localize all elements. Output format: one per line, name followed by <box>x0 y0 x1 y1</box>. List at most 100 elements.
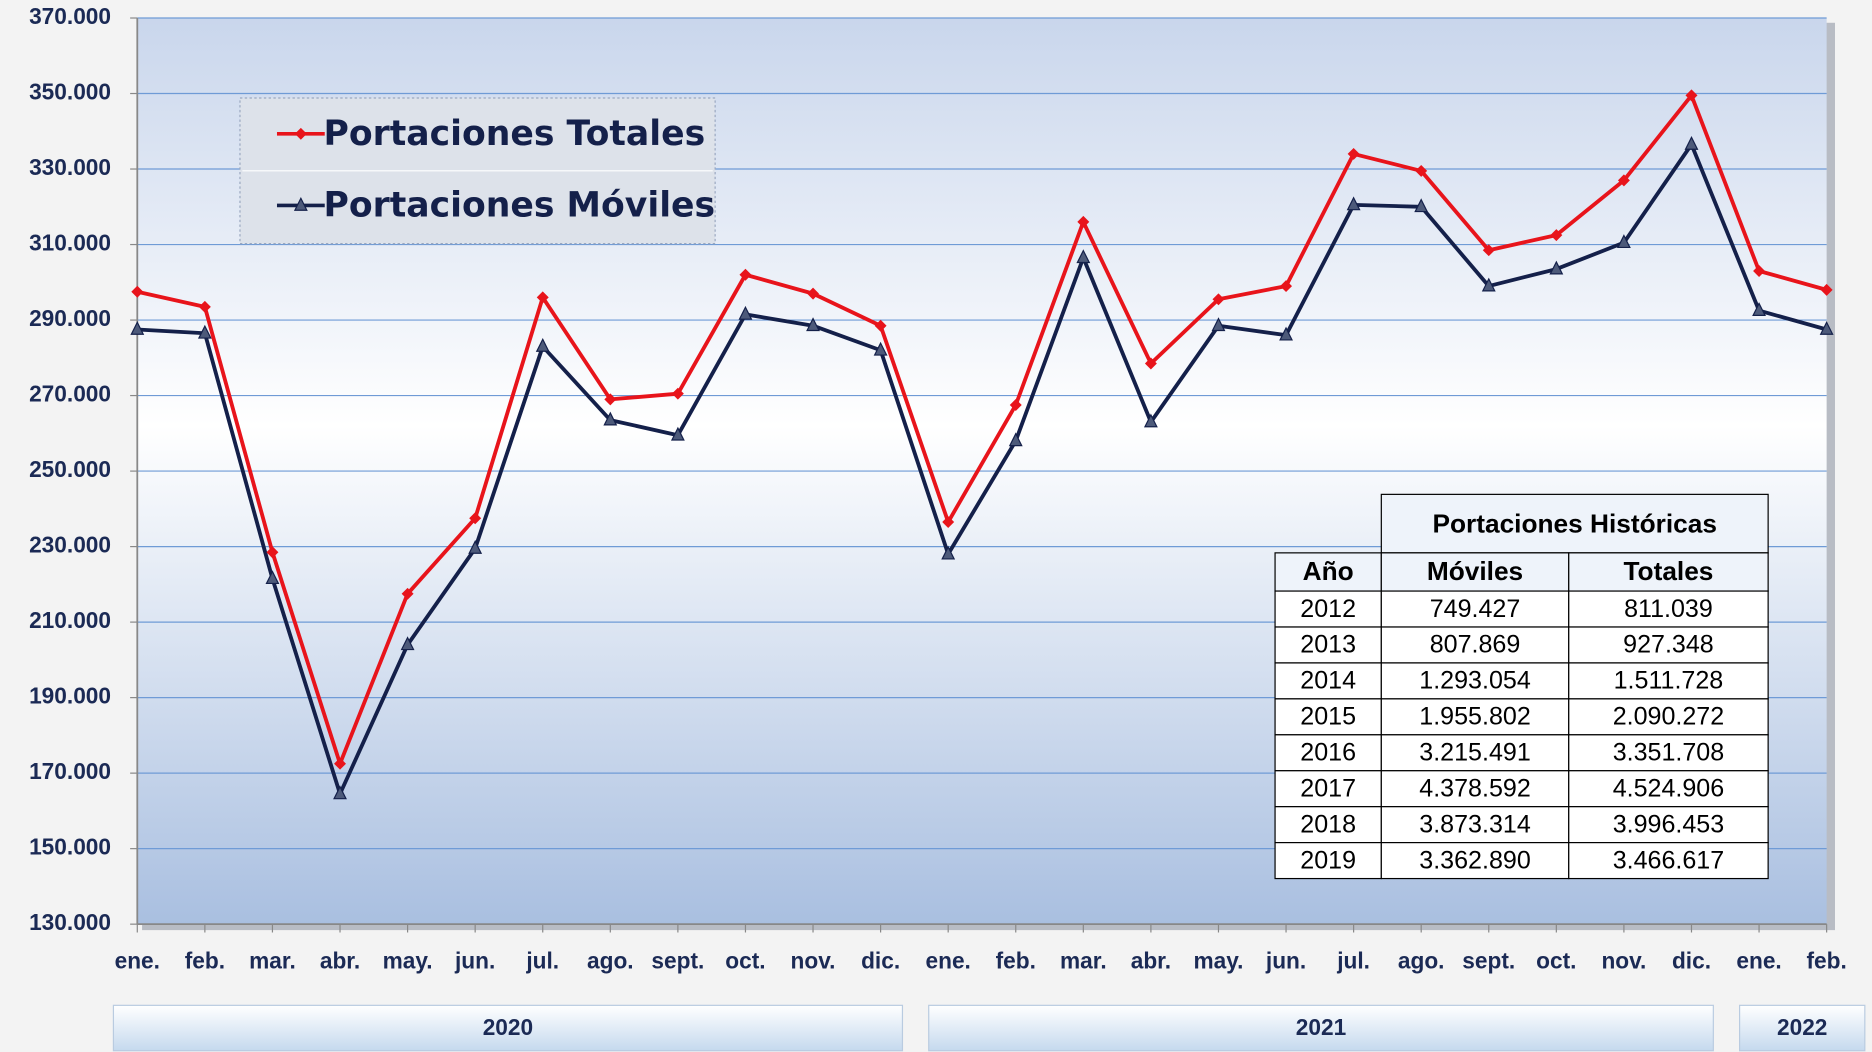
x-tick-label: dic. <box>1672 947 1711 973</box>
x-tick-label: sept. <box>651 947 704 973</box>
point <box>536 291 549 304</box>
point <box>1549 260 1564 275</box>
table-cell-text: 3.873.314 <box>1419 810 1531 838</box>
point <box>1008 432 1023 447</box>
x-tick-label: ene. <box>1736 947 1781 973</box>
point <box>739 268 752 281</box>
y-tick-label: 150.000 <box>29 834 111 860</box>
table-header: Totales <box>1623 556 1713 586</box>
table-cell <box>1380 590 1570 628</box>
table-cell-text: 4.378.592 <box>1419 774 1531 802</box>
point <box>197 324 212 339</box>
y-tick-label: 250.000 <box>29 456 111 482</box>
point <box>1076 249 1091 264</box>
table-cell <box>1568 842 1769 880</box>
x-tick-label: jul. <box>1336 947 1370 973</box>
table-cell-text: 2019 <box>1300 846 1356 874</box>
series-line <box>136 93 1828 766</box>
year-label: 2020 <box>483 1014 533 1040</box>
point <box>670 426 685 441</box>
point <box>1279 326 1293 341</box>
table-cell <box>1568 626 1769 664</box>
table-cell <box>1380 842 1570 880</box>
table-cell <box>1380 662 1570 700</box>
table-cell-text: 927.348 <box>1623 631 1714 659</box>
point <box>469 512 482 525</box>
table-cell-text: 3.362.890 <box>1419 846 1531 874</box>
x-tick-label: ago. <box>1398 947 1445 973</box>
point <box>1617 174 1630 187</box>
table-cell-text: 1.511.728 <box>1614 667 1724 695</box>
y-tick-label: 270.000 <box>29 381 111 407</box>
point <box>535 337 550 352</box>
y-tick-label: 130.000 <box>29 909 111 935</box>
point <box>1752 302 1766 316</box>
point <box>130 320 145 335</box>
point <box>1077 215 1090 228</box>
table-cell-text: 807.869 <box>1430 631 1521 659</box>
x-tick-label: oct. <box>1536 947 1576 973</box>
point <box>806 317 820 332</box>
y-tick-label: 310.000 <box>29 230 111 256</box>
year-band <box>1739 1004 1866 1052</box>
x-tick-label: ago. <box>587 947 634 973</box>
table-title-cell <box>1380 493 1769 554</box>
point <box>293 196 308 211</box>
point <box>1346 196 1361 211</box>
table-cell-text: 811.039 <box>1624 595 1713 623</box>
x-tick-label: sept. <box>1462 947 1515 973</box>
point <box>1685 89 1698 102</box>
point <box>1481 277 1496 292</box>
x-tick-label: feb. <box>1806 947 1846 973</box>
x-tick-label: ene. <box>115 947 160 973</box>
point <box>198 300 211 313</box>
x-tick-label: may. <box>383 947 433 973</box>
point <box>603 411 618 426</box>
table-header-cell <box>1380 552 1570 592</box>
year-label: 2021 <box>1296 1014 1346 1040</box>
table-cell-text: 2017 <box>1300 774 1356 802</box>
y-tick-label: 350.000 <box>29 79 111 105</box>
point <box>1143 413 1158 428</box>
table-cell-text: 4.524.906 <box>1613 774 1725 802</box>
x-tick-label: may. <box>1193 947 1243 973</box>
point <box>1212 293 1225 306</box>
table-cell-text: 3.351.708 <box>1613 739 1725 767</box>
year-band <box>928 1004 1714 1052</box>
legend-label: Portaciones Móviles <box>324 186 716 226</box>
year-label: 2022 <box>1777 1014 1827 1040</box>
point <box>1144 357 1157 370</box>
point <box>1415 164 1428 177</box>
year-band <box>112 1004 904 1052</box>
x-tick-label: ene. <box>925 947 970 973</box>
table-cell <box>1274 806 1382 844</box>
x-tick-label: mar. <box>1060 947 1107 973</box>
x-tick-label: dic. <box>861 947 900 973</box>
point <box>1280 280 1293 293</box>
table-cell-text: 1.293.054 <box>1419 667 1531 695</box>
point <box>1414 198 1429 213</box>
x-tick-label: abr. <box>1131 947 1171 973</box>
point <box>468 539 483 554</box>
table-cell <box>1380 698 1570 736</box>
table-cell-text: 3.215.491 <box>1419 739 1531 767</box>
x-tick-label: jun. <box>1265 947 1306 973</box>
table-cell-text: 2012 <box>1300 595 1356 623</box>
table-cell <box>1274 842 1382 880</box>
point <box>1211 317 1226 332</box>
point <box>401 587 414 600</box>
table-cell-text: 1.955.802 <box>1419 703 1531 731</box>
x-tick-label: feb. <box>996 947 1036 973</box>
table-cell <box>1380 806 1570 844</box>
table-cell-text: 2013 <box>1300 631 1356 659</box>
legend-label: Portaciones Totales <box>324 114 706 154</box>
table-cell-text: 749.427 <box>1430 595 1521 623</box>
point <box>1819 320 1834 335</box>
table-cell <box>1274 662 1382 700</box>
table-header-cell <box>1274 552 1382 592</box>
x-tick-label: nov. <box>791 947 836 973</box>
table-cell-text: 2015 <box>1300 703 1356 731</box>
table-cell-text: 3.466.617 <box>1613 846 1725 874</box>
y-tick-label: 290.000 <box>29 305 111 331</box>
